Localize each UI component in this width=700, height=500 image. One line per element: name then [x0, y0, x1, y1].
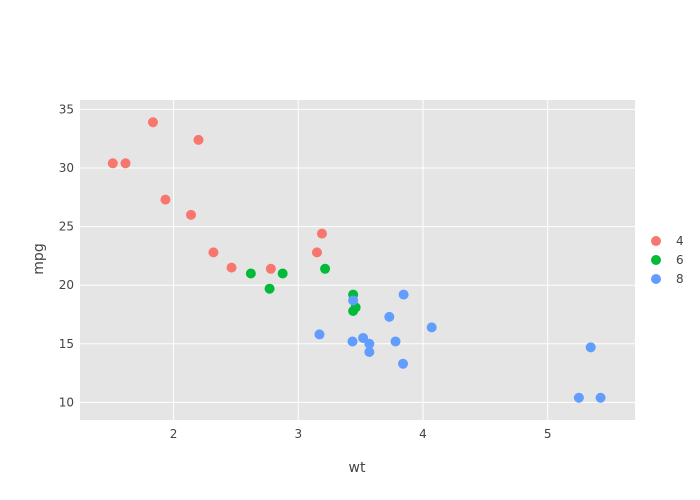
legend-label-4: 4 — [676, 234, 684, 248]
y-tick-label: 35 — [59, 102, 74, 116]
legend-marker-6 — [651, 255, 661, 265]
grid-lines — [80, 100, 635, 420]
data-point-cyl-6 — [320, 263, 331, 274]
data-point-cyl-8 — [595, 392, 606, 403]
data-point-cyl-4 — [147, 117, 158, 128]
data-point-cyl-4 — [120, 158, 131, 169]
data-point-cyl-8 — [426, 322, 437, 333]
y-axis-title: mpg — [31, 243, 47, 274]
data-point-cyl-8 — [358, 332, 369, 343]
legend: 4 6 8 — [651, 234, 684, 286]
data-point-cyl-6 — [264, 283, 275, 294]
y-tick-label: 15 — [59, 337, 74, 351]
y-tick-label: 25 — [59, 220, 74, 234]
x-tick-label: 2 — [170, 427, 178, 441]
legend-label-6: 6 — [676, 253, 684, 267]
data-point-cyl-8 — [384, 311, 395, 322]
data-point-cyl-8 — [585, 342, 596, 353]
x-tick-label: 5 — [544, 427, 552, 441]
data-point-cyl-8 — [347, 336, 358, 347]
data-point-cyl-4 — [107, 158, 118, 169]
data-point-cyl-4 — [160, 194, 171, 205]
x-tick-label: 3 — [294, 427, 302, 441]
y-tick-label: 30 — [59, 161, 74, 175]
data-point-cyl-4 — [311, 247, 322, 258]
x-tick-labels: 2 3 4 5 — [170, 427, 552, 441]
data-point-cyl-6 — [245, 268, 256, 279]
y-tick-label: 10 — [59, 395, 74, 409]
data-points — [107, 117, 606, 403]
data-point-cyl-4 — [226, 262, 237, 273]
y-tick-label: 20 — [59, 278, 74, 292]
y-tick-labels: 10 15 20 25 30 35 — [59, 102, 74, 409]
data-point-cyl-8 — [398, 358, 409, 369]
data-point-cyl-4 — [208, 247, 219, 258]
data-point-cyl-8 — [573, 392, 584, 403]
data-point-cyl-8 — [364, 338, 375, 349]
data-point-cyl-6 — [277, 268, 288, 279]
plot-area — [80, 100, 635, 420]
data-point-cyl-8 — [314, 329, 325, 340]
x-axis-title: wt — [349, 460, 366, 476]
data-point-cyl-4 — [265, 263, 276, 274]
data-point-cyl-4 — [316, 228, 327, 239]
data-point-cyl-8 — [390, 336, 401, 347]
legend-marker-4 — [651, 236, 661, 246]
data-point-cyl-8 — [398, 289, 409, 300]
x-tick-label: 4 — [419, 427, 427, 441]
data-point-cyl-8 — [364, 347, 375, 358]
data-point-cyl-4 — [186, 209, 196, 220]
data-point-cyl-4 — [193, 134, 204, 145]
data-point-cyl-8 — [348, 295, 359, 306]
legend-label-8: 8 — [676, 272, 684, 286]
legend-marker-8 — [651, 274, 661, 284]
